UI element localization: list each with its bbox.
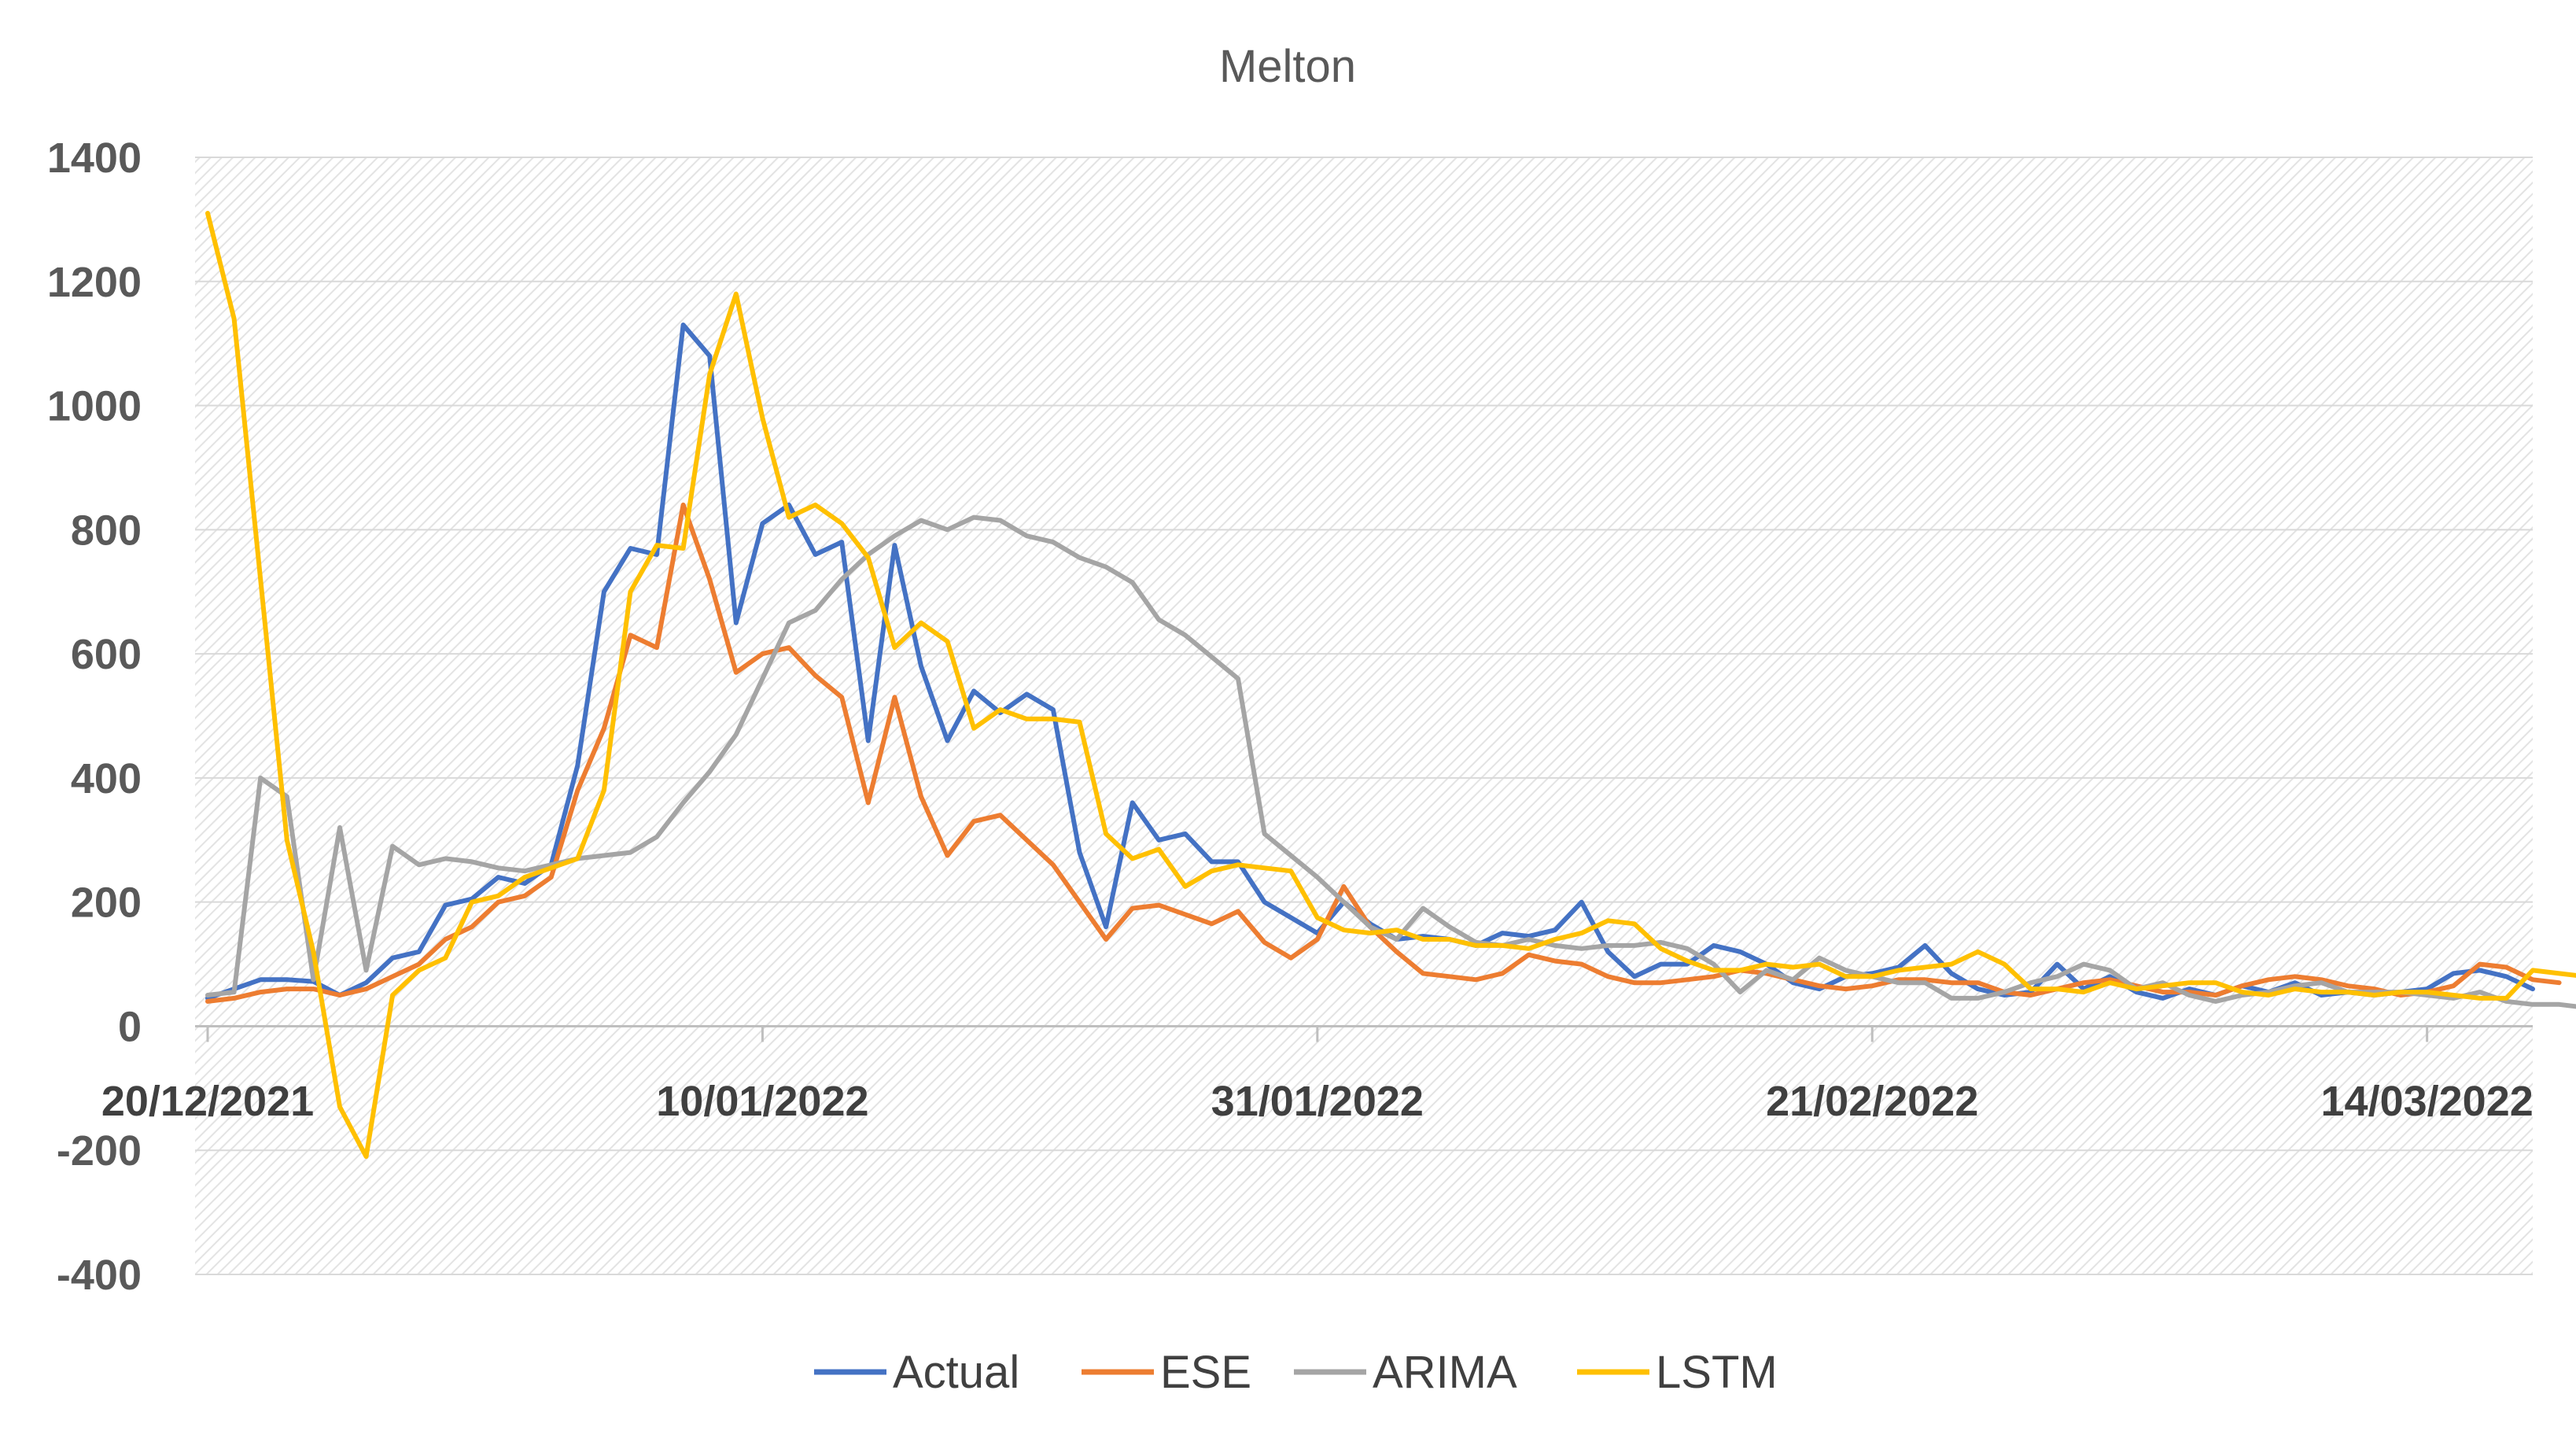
legend-item-ese: ESE <box>1082 1347 1251 1398</box>
x-tick-label: 20/12/2021 <box>101 1078 314 1125</box>
legend: Actual ESE ARIMA LSTM <box>814 1347 1778 1398</box>
series-group <box>205 211 2576 1160</box>
chart-title: Melton <box>1219 41 1356 92</box>
y-tick-label: 1000 <box>47 383 142 430</box>
series-line-lstm <box>205 211 2576 1160</box>
y-tick-label: 600 <box>71 631 142 678</box>
legend-label: LSTM <box>1656 1347 1778 1398</box>
series-line-arima <box>205 514 2576 1009</box>
y-axis: -400 -200 0 200 400 600 800 1000 1200 1400 <box>47 135 142 1299</box>
y-tick-label: 1400 <box>47 135 142 182</box>
y-tick-label: 0 <box>118 1003 142 1050</box>
x-tick-label: 10/01/2022 <box>656 1078 868 1125</box>
x-tick-label: 21/02/2022 <box>1766 1078 1978 1125</box>
y-tick-label: 800 <box>71 507 142 554</box>
legend-label: ARIMA <box>1373 1347 1517 1398</box>
x-tick-label: 14/03/2022 <box>2321 1078 2534 1125</box>
y-tick-label: -200 <box>57 1127 142 1175</box>
x-axis: 20/12/2021 10/01/2022 31/01/2022 21/02/2022… <box>101 1026 2534 1125</box>
legend-item-arima: ARIMA <box>1294 1347 1517 1398</box>
legend-item-actual: Actual <box>814 1347 1019 1398</box>
x-tick-label: 31/01/2022 <box>1211 1078 1424 1125</box>
legend-label: Actual <box>893 1347 1019 1398</box>
y-tick-label: -400 <box>57 1252 142 1299</box>
y-tick-label: 1200 <box>47 259 142 306</box>
legend-item-lstm: LSTM <box>1577 1347 1778 1398</box>
series-line-ese <box>205 502 2562 1004</box>
y-tick-label: 400 <box>71 755 142 802</box>
y-tick-label: 200 <box>71 880 142 927</box>
legend-label: ESE <box>1160 1347 1251 1398</box>
